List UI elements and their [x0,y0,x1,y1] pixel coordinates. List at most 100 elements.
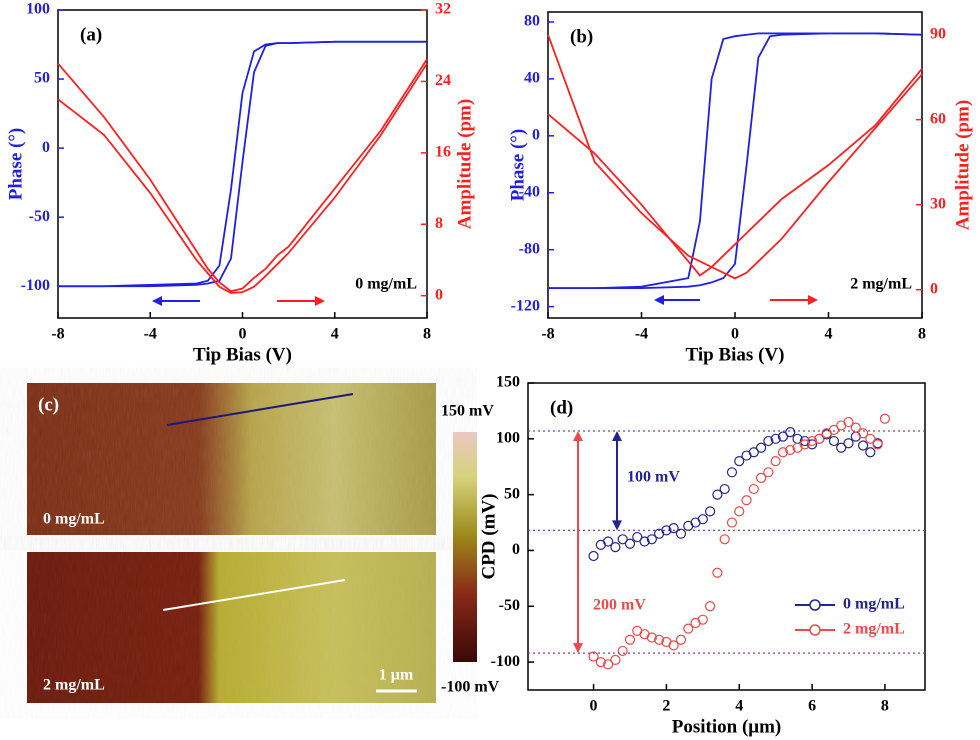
data-point [683,623,694,634]
data-point [828,424,840,435]
y-tick-label: -50 [499,597,520,614]
y-axis-label: Phase (°) [5,128,26,201]
legend-marker [809,599,821,611]
x-tick-label: 8 [918,326,926,343]
data-point [806,435,818,447]
annotation: 200 mV [593,597,646,614]
data-point [857,428,869,439]
scale-bar-label: 1 μm [379,667,414,684]
y2-tick-label: 30 [930,195,946,212]
data-point [617,534,628,545]
x-tick-label: -8 [541,326,554,343]
x-axis-label: Position (μm) [672,716,781,737]
data-point [748,483,759,495]
y2-axis-label: Amplitude (pm) [454,99,475,229]
x-tick-label: 0 [731,326,739,343]
data-point [865,447,876,458]
colorbar-label: 150 mV [441,403,494,420]
profile-line [162,579,346,611]
y-tick-label: 80 [524,13,540,30]
y2-axis-label: Amplitude (pm) [952,100,973,230]
data-point [639,536,650,547]
data-point [850,422,861,433]
data-point [705,506,716,517]
data-point [741,495,752,506]
arrow-head [573,643,583,654]
y-tick-label: 100 [26,1,50,18]
y-tick-label: -100 [21,277,50,294]
data-point [610,542,621,553]
x-tick-label: 4 [331,326,339,343]
data-point [857,440,869,451]
data-line [58,40,427,288]
data-point [624,538,636,549]
colorbar-label: -100 mV [441,679,500,696]
x-tick-label: 0 [239,326,247,343]
y2-tick-label: 16 [435,144,451,161]
x-tick-label: -8 [51,326,64,343]
data-line [57,58,428,293]
y2-tick-label: 60 [930,110,946,127]
data-point [668,640,679,651]
data-point [661,525,672,536]
x-tick-label: 6 [808,698,816,715]
data-point [675,634,687,645]
y-tick-label: -80 [519,240,540,257]
y-tick-label: 40 [524,70,540,87]
colorbar [453,432,477,662]
data-point [843,438,854,449]
y2-tick-label: 8 [435,215,443,232]
data-point [814,433,825,444]
y2-tick-label: 0 [435,286,443,303]
data-line [548,32,923,290]
image-texture [27,552,436,703]
data-point [843,416,854,428]
data-line [547,68,923,277]
data-line [547,34,923,280]
data-point [872,439,883,450]
y-axis-label: CPD (mV) [478,493,499,579]
annotation: 100 mV [627,469,680,486]
data-point [770,456,781,467]
image-label: 2 mg/mL [43,677,105,694]
arrow-head [612,431,622,442]
data-point [624,634,636,645]
data-point [734,456,745,467]
y-tick-label: 0 [512,541,520,558]
data-point [588,550,599,562]
x-tick-label: 4 [825,326,833,343]
data-point [697,514,708,525]
profile-line [166,393,354,426]
y-tick-label: -50 [29,208,50,225]
legend-label: 2 mg/mL [843,621,905,638]
legend-marker [809,624,821,636]
data-point [836,442,847,453]
sweep-arrows [152,295,818,306]
data-point [763,467,774,478]
data-point [675,528,687,539]
data-point [734,506,745,517]
y-tick-label: 50 [504,485,520,502]
y-tick-label: 0 [42,139,50,156]
data-point [785,427,796,438]
data-point [726,467,738,478]
data-point [595,656,606,668]
panel-label: (d) [550,397,573,418]
legend-label: 0 mg/mL [843,596,905,613]
data-point [668,523,679,534]
data-point [646,534,657,545]
data-point [756,472,767,483]
data-point [828,435,840,447]
y-tick-label: 100 [496,429,520,446]
data-point [712,489,723,500]
x-tick-label: 2 [662,698,670,715]
y-tick-label: 150 [496,374,520,391]
y-axis-label: Phase (°) [507,129,528,202]
data-point [603,536,614,547]
image-label: 0 mg/mL [43,511,105,528]
x-axis-label: Tip Bias (V) [193,344,292,365]
data-point [748,447,759,458]
data-point [646,632,657,643]
panel-label: (c) [38,394,59,415]
